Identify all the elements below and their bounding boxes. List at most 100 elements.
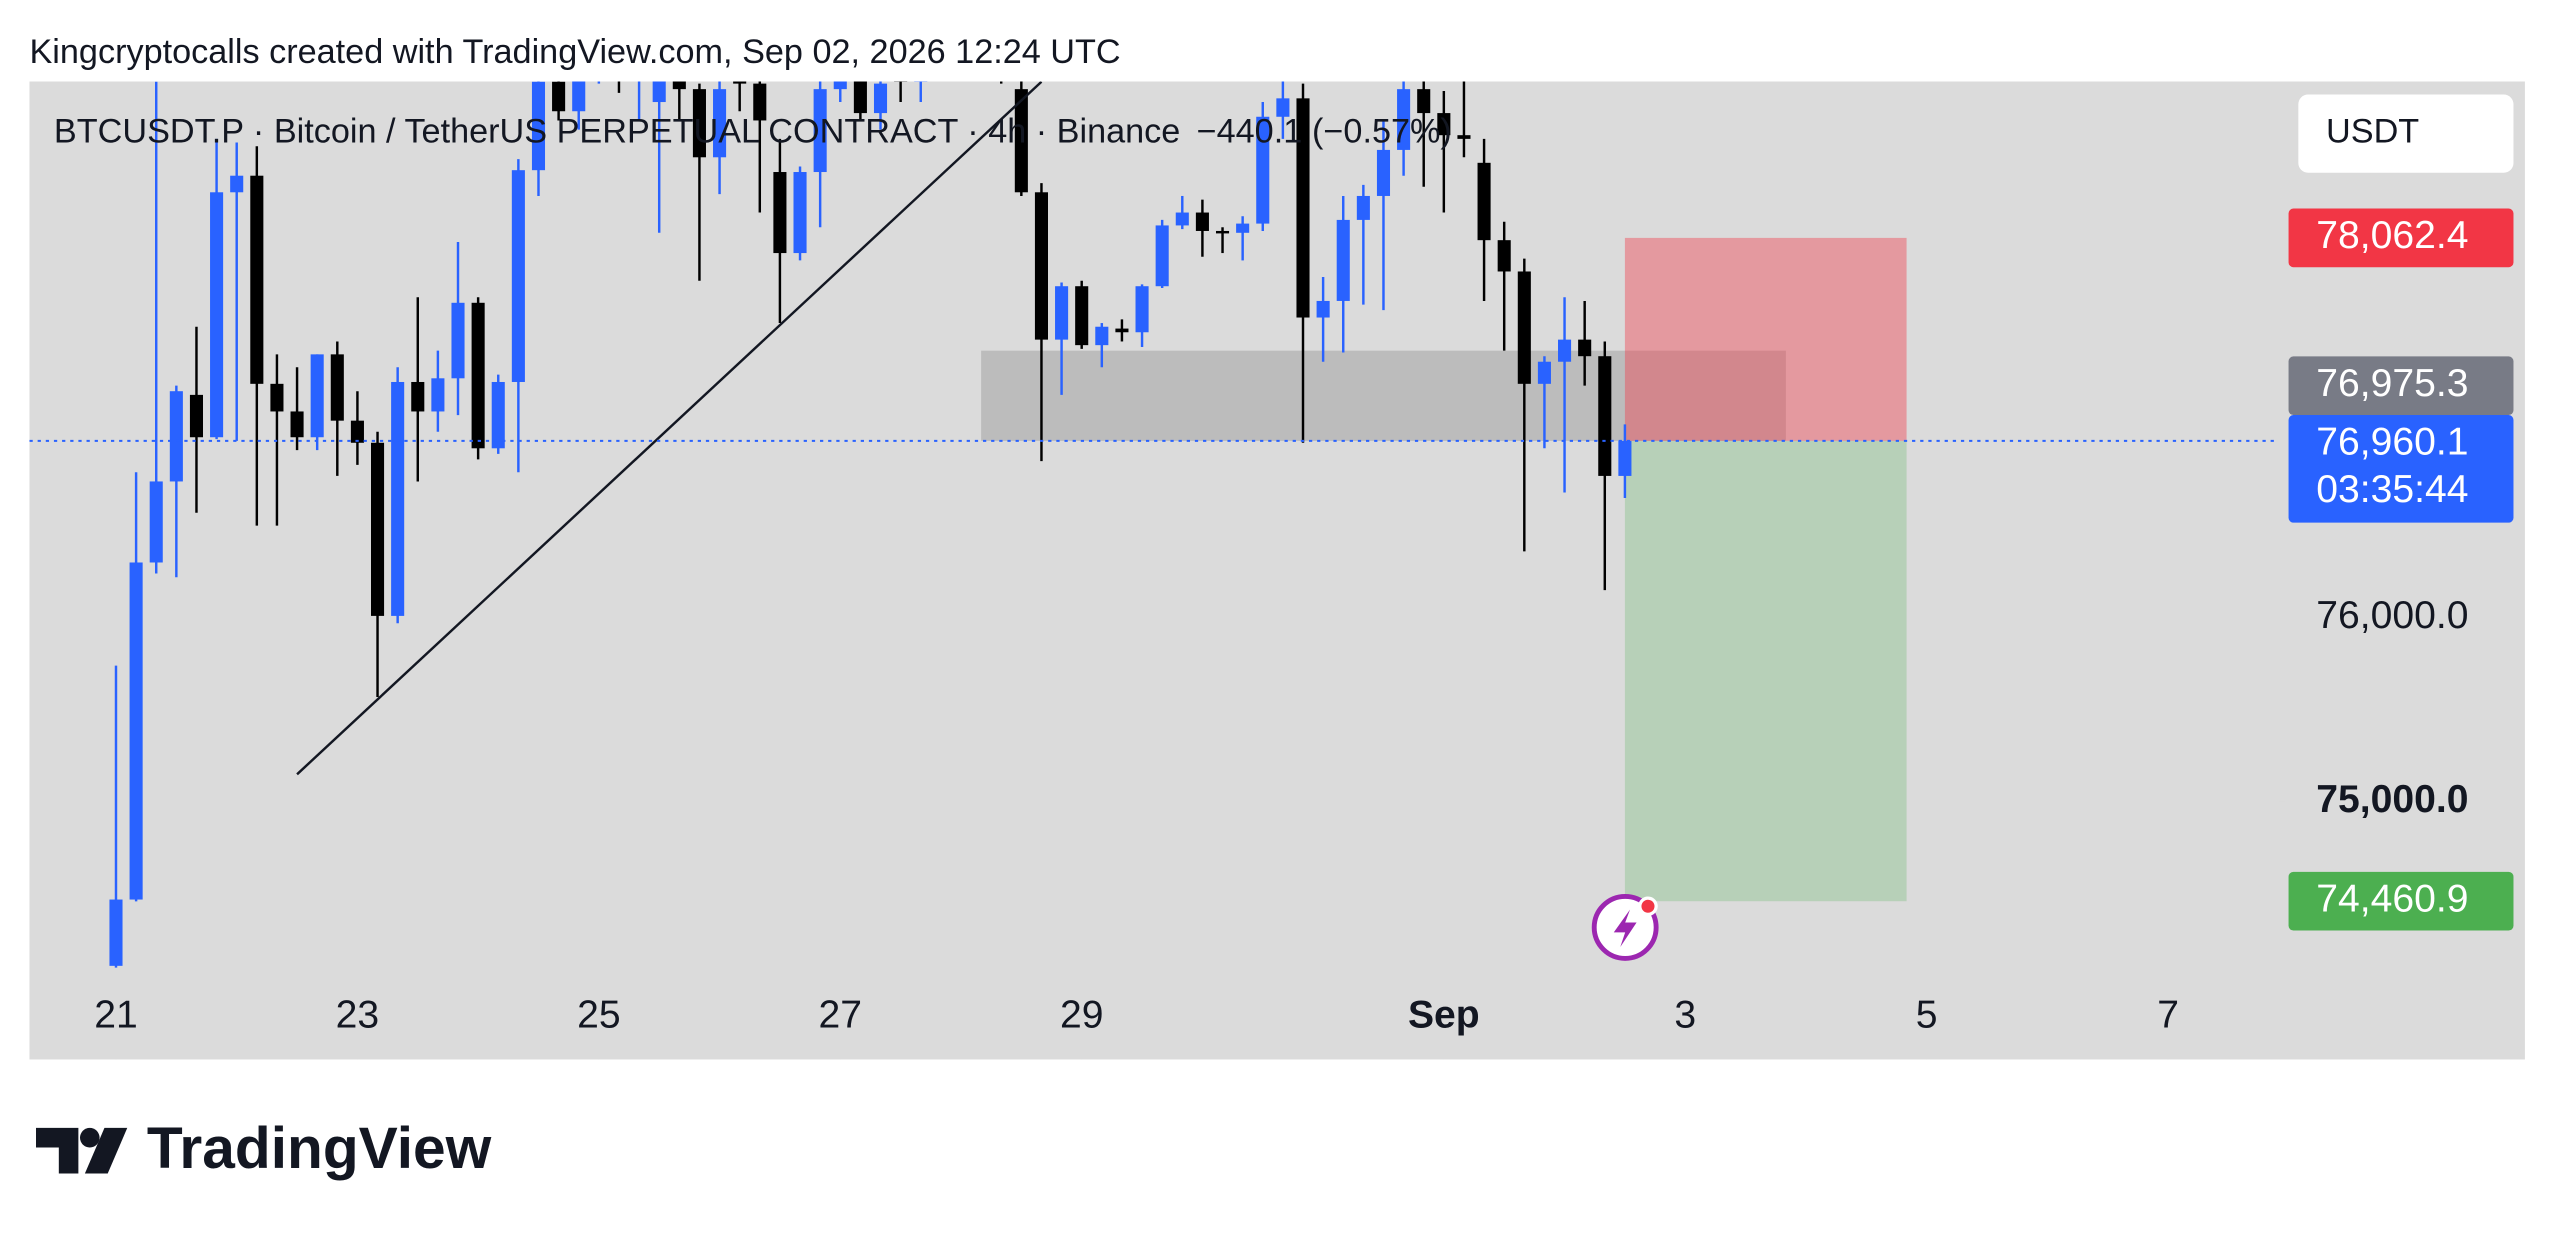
- candle-body: [914, 81, 928, 82]
- change: −440.1: [1197, 113, 1303, 151]
- candle-body: [1397, 89, 1411, 150]
- candle-body: [552, 81, 566, 112]
- candle-body: [451, 302, 465, 379]
- candle-body: [1276, 98, 1290, 117]
- price-tag: [2288, 356, 2514, 416]
- candle-body: [1296, 98, 1310, 318]
- candle-body: [1437, 113, 1451, 136]
- candle-body: [391, 381, 405, 616]
- candle-body: [652, 81, 666, 103]
- candle-body: [1115, 328, 1129, 333]
- candle-body: [1417, 89, 1431, 114]
- candle-body: [1034, 192, 1048, 340]
- candle-body: [733, 81, 747, 84]
- candle-body: [1195, 212, 1209, 231]
- candle-body: [1256, 116, 1270, 224]
- price-countdown: 03:35:44: [2316, 468, 2468, 511]
- y-tick-label: 75,000.0: [2316, 778, 2468, 821]
- change-percent: (−0.57%): [1312, 113, 1452, 151]
- candle-body: [431, 378, 445, 412]
- x-tick-label: 3: [1674, 993, 1696, 1036]
- header: Kingcryptocalls created with TradingView…: [29, 33, 1120, 71]
- candle-body: [189, 394, 204, 438]
- candle-body: [1477, 162, 1491, 241]
- candle-body: [109, 899, 123, 966]
- plot-area: [109, 81, 1907, 968]
- x-tick-label: 25: [577, 993, 621, 1036]
- candle-body: [793, 172, 807, 254]
- candle-body: [149, 481, 163, 563]
- candle-body: [894, 81, 908, 82]
- candle-body: [1135, 286, 1149, 333]
- x-tick-label: 23: [336, 993, 380, 1036]
- candle-body: [1598, 356, 1612, 476]
- candle-body: [1537, 361, 1551, 384]
- candle-body: [1236, 223, 1250, 233]
- candle-body: [713, 89, 727, 158]
- candle-body: [1075, 286, 1089, 346]
- price-tag-label: 78,062.4: [2316, 214, 2468, 257]
- x-tick-label: 21: [94, 993, 138, 1036]
- y-tick-label: 76,000.0: [2316, 594, 2468, 637]
- candle-body: [310, 354, 324, 438]
- zone: [981, 350, 1786, 441]
- candle-body: [773, 172, 787, 254]
- trendline: [296, 81, 1043, 776]
- candle-body: [1578, 339, 1592, 357]
- candle-body: [572, 81, 586, 112]
- candle-body: [230, 175, 244, 193]
- legend: BTCUSDT.P · Bitcoin / TetherUS PERPETUAL…: [54, 113, 1452, 151]
- x-tick-label: Sep: [1408, 993, 1480, 1036]
- chart-background: [29, 81, 2525, 1060]
- price-tag-label: 76,975.3: [2316, 362, 2468, 405]
- candle-body: [1336, 219, 1350, 301]
- logo-mark: [36, 1127, 128, 1174]
- candle-body: [672, 81, 686, 90]
- currency-button[interactable]: [2298, 94, 2514, 173]
- candle-body: [411, 381, 425, 412]
- candle-body: [692, 89, 706, 158]
- price-tag-label: 74,460.9: [2316, 878, 2468, 921]
- candle-body: [753, 83, 767, 121]
- candle-body: [853, 81, 867, 114]
- x-tick-label: 7: [2157, 993, 2179, 1036]
- candle-body: [873, 83, 888, 114]
- position-target: [1624, 440, 1907, 902]
- candle-body: [813, 89, 827, 173]
- candle-body: [1316, 300, 1330, 318]
- symbol: BTCUSDT.P · Bitcoin / TetherUS PERPETUAL…: [54, 113, 1180, 151]
- candle-body: [1517, 271, 1531, 384]
- candle-body: [1457, 135, 1471, 139]
- candle-body: [833, 81, 847, 90]
- candle-body: [129, 562, 143, 900]
- alert-icon[interactable]: [1591, 894, 1659, 961]
- candle-body: [250, 175, 264, 384]
- candle-body: [531, 81, 546, 171]
- currency[interactable]: USDT: [2326, 113, 2419, 151]
- price-tag: [2288, 871, 2514, 931]
- candle-body: [1215, 230, 1230, 234]
- watermark: TradingView: [147, 1116, 492, 1181]
- candle-body: [511, 170, 525, 382]
- candle-body: [1497, 240, 1511, 272]
- candle-body: [330, 354, 344, 421]
- candle-body: [471, 302, 485, 449]
- candle-body: [1558, 339, 1572, 362]
- candle-body: [1095, 326, 1109, 346]
- candle-body: [1618, 440, 1632, 476]
- candle-body: [1175, 212, 1189, 226]
- candle-body: [270, 383, 284, 412]
- candle-body: [491, 381, 505, 449]
- candle-body: [1356, 195, 1370, 220]
- x-tick-label: 5: [1916, 993, 1938, 1036]
- candle-body: [290, 411, 304, 438]
- x-tick-label: 27: [819, 993, 863, 1036]
- candle-body: [1155, 225, 1169, 287]
- candle-body: [169, 391, 183, 482]
- position-stop: [1624, 237, 1907, 441]
- candle-body: [1055, 286, 1069, 340]
- price-tag: [2288, 208, 2514, 268]
- candle-body: [370, 442, 385, 616]
